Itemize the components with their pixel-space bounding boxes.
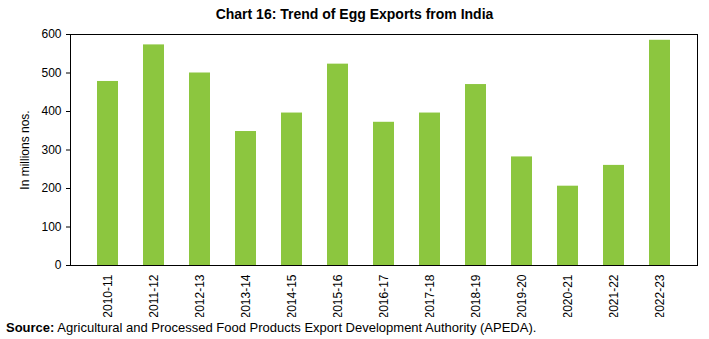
svg-text:2016-17: 2016-17: [377, 274, 391, 317]
svg-text:300: 300: [41, 143, 61, 157]
svg-text:600: 600: [41, 27, 61, 41]
svg-text:0: 0: [55, 258, 62, 272]
svg-text:100: 100: [41, 220, 61, 234]
svg-text:400: 400: [41, 104, 61, 118]
svg-text:2014-15: 2014-15: [285, 274, 299, 317]
svg-text:2012-13: 2012-13: [193, 274, 207, 317]
svg-text:2018-19: 2018-19: [469, 274, 483, 317]
svg-text:2013-14: 2013-14: [239, 274, 253, 317]
svg-text:500: 500: [41, 66, 61, 80]
svg-text:200: 200: [41, 181, 61, 195]
svg-text:2015-16: 2015-16: [331, 274, 345, 317]
svg-text:2022-23: 2022-23: [653, 274, 667, 317]
svg-text:2019-20: 2019-20: [515, 274, 529, 317]
html-text:Source: Agricultural and Proce: Source: Agricultural and Processed Food …: [6, 320, 537, 335]
svg-text:In millions nos.: In millions nos.: [18, 110, 32, 189]
html-text:Chart 16: Trend of Egg Exports: Chart 16: Trend of Egg Exports from Indi…: [215, 6, 494, 22]
svg-text:2020-21: 2020-21: [561, 274, 575, 317]
svg-text:2017-18: 2017-18: [423, 274, 437, 317]
svg-text:2011-12: 2011-12: [147, 274, 161, 317]
svg-text:2010-11: 2010-11: [101, 274, 115, 317]
svg-text:2021-22: 2021-22: [607, 274, 621, 317]
